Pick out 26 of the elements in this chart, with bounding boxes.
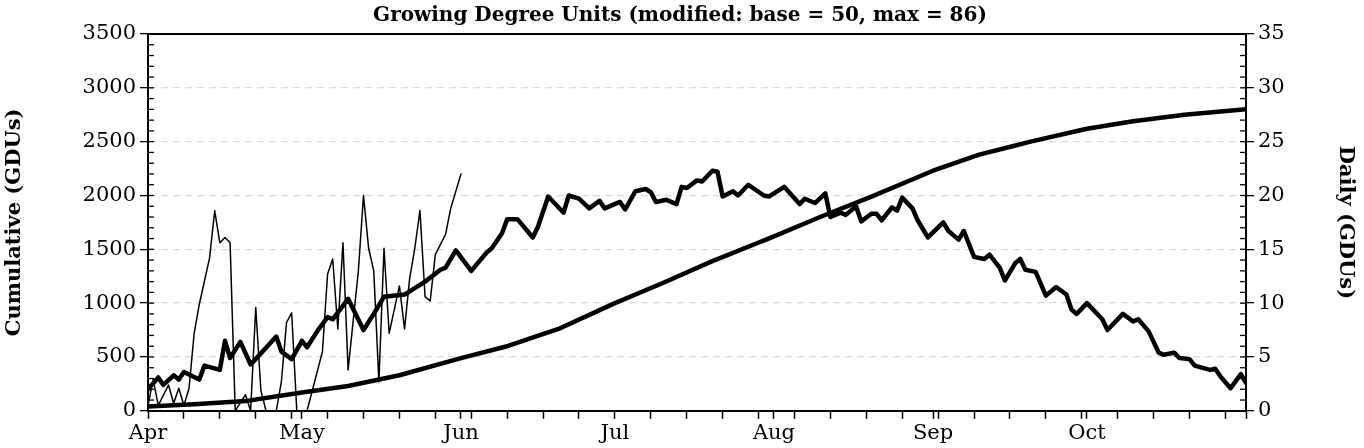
x-tick-label: Jun — [441, 419, 479, 444]
x-tick-label: Aug — [751, 419, 796, 444]
y-tick-label: 0 — [122, 397, 136, 422]
y2-tick-label: 5 — [1258, 343, 1272, 368]
y-tick-label: 3500 — [82, 20, 136, 45]
y2-tick-label: 25 — [1258, 128, 1285, 153]
x-tick-label: Oct — [1068, 419, 1107, 444]
x-tick-label: Apr — [127, 419, 169, 444]
y-axis-title: Cumulative (GDUs) — [0, 108, 26, 337]
y2-tick-label: 30 — [1258, 74, 1285, 99]
chart-title: Growing Degree Units (modified: base = 50, max = 86) — [373, 2, 987, 27]
y-tick-label: 500 — [95, 343, 136, 368]
y2-tick-label: 20 — [1258, 181, 1285, 206]
y-tick-label: 2500 — [82, 128, 136, 153]
x-tick-label: Sep — [912, 419, 954, 444]
y2-axis-title: Daily (GDUs) — [1334, 145, 1360, 300]
x-tick-label: Jul — [598, 419, 630, 444]
y-tick-label: 1000 — [82, 289, 136, 314]
x-tick-label: May — [278, 419, 325, 444]
y-tick-label: 3000 — [82, 74, 136, 99]
y-tick-label: 1500 — [82, 235, 136, 260]
y2-tick-label: 15 — [1258, 235, 1285, 260]
y2-tick-label: 35 — [1258, 20, 1285, 45]
y2-tick-label: 0 — [1258, 397, 1272, 422]
y2-tick-label: 10 — [1258, 289, 1285, 314]
y-tick-label: 2000 — [82, 181, 136, 206]
